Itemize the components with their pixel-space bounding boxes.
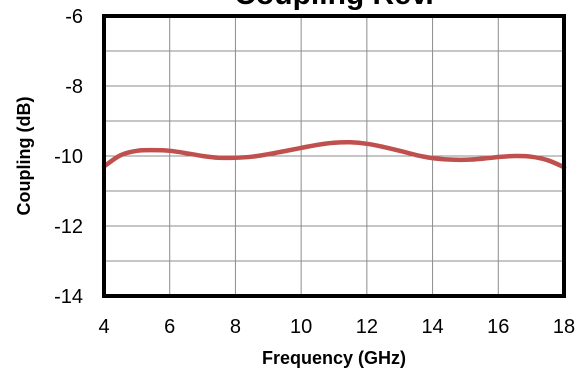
- x-tick-label: 16: [487, 316, 509, 338]
- y-tick-labels: -14 -12 -10 -8 -6: [54, 6, 83, 308]
- y-tick-label: -12: [54, 216, 83, 238]
- x-tick-label: 10: [290, 316, 312, 338]
- x-tick-label: 12: [356, 316, 378, 338]
- x-tick-label: 4: [98, 316, 109, 338]
- plot-area-frame: [102, 14, 566, 298]
- coupling-series-line: [101, 140, 567, 170]
- x-tick-label: 14: [421, 316, 443, 338]
- y-axis-title: Coupling (dB): [14, 97, 34, 216]
- x-tick-label: 18: [553, 316, 575, 338]
- x-tick-label: 8: [230, 316, 241, 338]
- y-tick-label: -6: [65, 6, 83, 28]
- y-tick-label: -10: [54, 146, 83, 168]
- x-tick-label: 6: [164, 316, 175, 338]
- y-tick-label: -8: [65, 76, 83, 98]
- x-axis-title: Frequency (GHz): [262, 348, 406, 368]
- x-tick-labels: 4 6 8 10 12 14 16 18: [98, 316, 575, 338]
- chart-title: Coupling Rev.: [234, 0, 433, 11]
- series-layer: [101, 140, 567, 170]
- y-tick-label: -14: [54, 286, 83, 308]
